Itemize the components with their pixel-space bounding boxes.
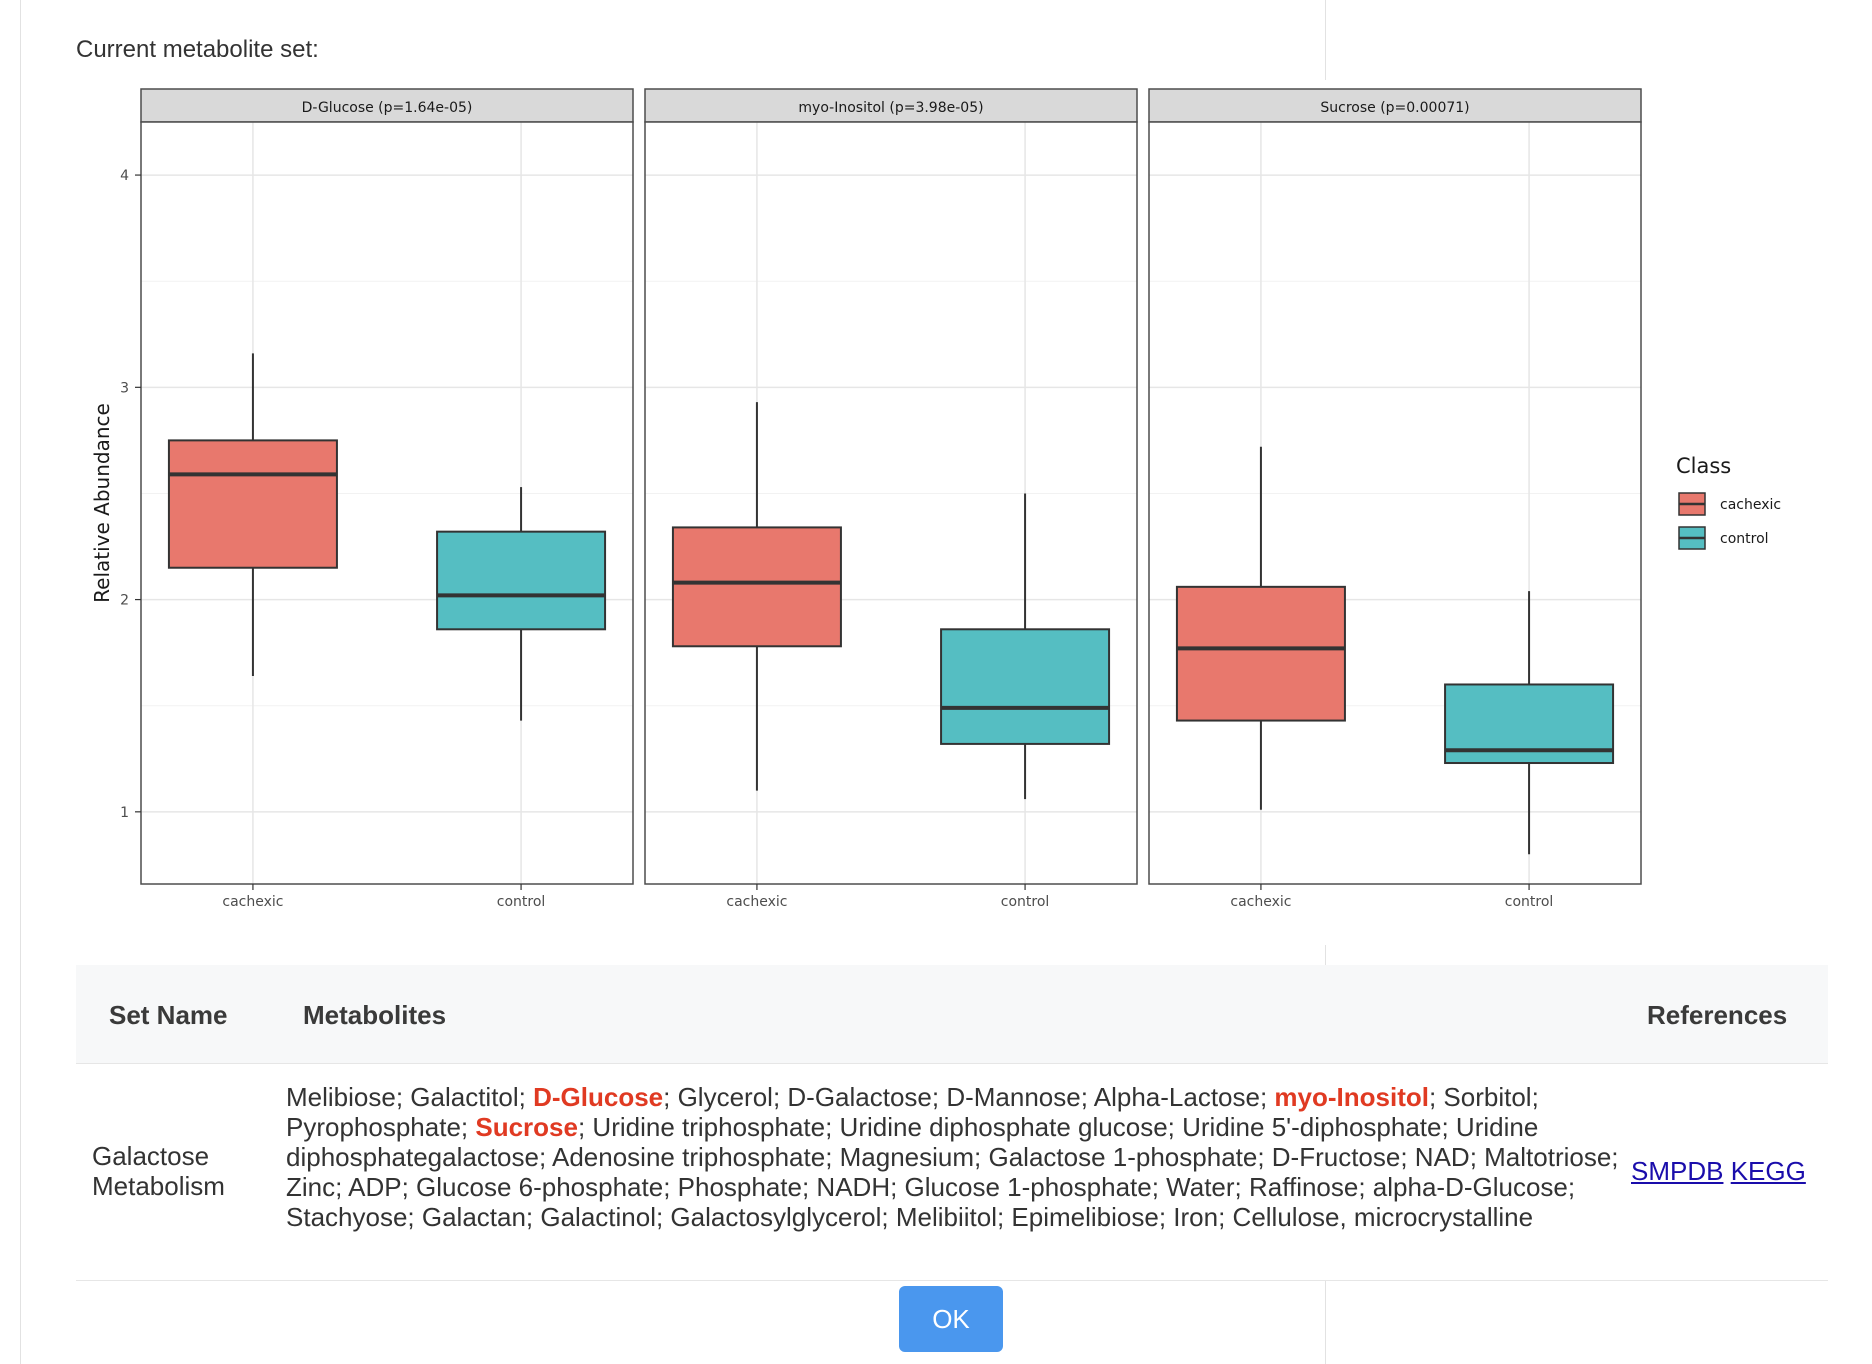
x-tick-label: control: [1001, 894, 1050, 910]
background-divider: [1325, 1280, 1326, 1364]
metabolite-text: Melibiose; Galactitol;: [286, 1082, 534, 1112]
header-metabolites: Metabolites: [303, 1000, 447, 1030]
panel-strip: [140, 88, 634, 123]
y-tick-label: 1: [120, 805, 129, 821]
panel-border: [140, 121, 634, 885]
background-divider: [1325, 945, 1326, 965]
x-tick-label: cachexic: [726, 894, 787, 910]
highlighted-metabolite: myo-Inositol: [1274, 1082, 1429, 1112]
panel-background: [1149, 122, 1641, 884]
metabolite-set-caption: Current metabolite set:: [76, 36, 319, 63]
x-tick-label: control: [497, 894, 546, 910]
box-cachexic: [1175, 585, 1346, 722]
y-tick-label: 4: [120, 168, 129, 184]
metabolite-text: ; Uridine triphosphate; Uridine diphosph…: [286, 1112, 1619, 1232]
boxplot-chart: D-Glucose (p=1.64e-05) cachexic control myo…: [90, 88, 1781, 910]
table-header: Set Name Metabolites References: [76, 965, 1828, 1064]
highlighted-metabolite: Sucrose: [475, 1112, 578, 1142]
y-tick-label: 3: [120, 380, 129, 396]
panel-border: [644, 121, 1138, 885]
metabolites-cell: Melibiose; Galactitol; D-Glucose; Glycer…: [286, 1082, 1666, 1232]
header-references: References: [1647, 1000, 1788, 1030]
panel-strip: [1148, 88, 1642, 123]
legend-label: cachexic: [1720, 497, 1781, 513]
box-control: [940, 628, 1111, 745]
smpdb-link[interactable]: SMPDB: [1631, 1156, 1724, 1186]
legend-title: Class: [1676, 454, 1731, 478]
background-divider: [1325, 0, 1326, 80]
x-tick-label: control: [1505, 894, 1554, 910]
panel-strip: [644, 88, 1138, 123]
box-cachexic: [167, 439, 338, 569]
metabolite-text: ; Glycerol; D-Galactose; D-Mannose; Alph…: [663, 1082, 1275, 1112]
header-set-name: Set Name: [109, 1000, 228, 1030]
panel-title: D-Glucose (p=1.64e-05): [302, 100, 473, 116]
table-row: Galactose Metabolism Melibiose; Galactit…: [76, 1064, 1828, 1281]
ok-button[interactable]: OK: [899, 1286, 1003, 1352]
panel-title: Sucrose (p=0.00071): [1320, 100, 1469, 116]
dialog-left-border: [20, 0, 21, 1364]
legend-label: control: [1720, 531, 1769, 547]
x-tick-label: cachexic: [1230, 894, 1291, 910]
x-tick-label: cachexic: [222, 894, 283, 910]
set-name-cell: Galactose Metabolism: [92, 1141, 225, 1201]
box-control: [436, 530, 607, 631]
box-cachexic: [671, 526, 842, 648]
y-axis-label: Relative Abundance: [90, 403, 114, 603]
y-tick-label: 2: [120, 593, 129, 609]
panel-background: [645, 122, 1137, 884]
metabolite-text: ; Sorbitol; Pyrophosphate;: [286, 1082, 1539, 1142]
references-cell: SMPDB KEGG: [1631, 1156, 1806, 1187]
kegg-link[interactable]: KEGG: [1730, 1156, 1806, 1186]
panel-border: [1148, 121, 1642, 885]
highlighted-metabolite: D-Glucose: [533, 1082, 664, 1112]
panel-title: myo-Inositol (p=3.98e-05): [798, 100, 983, 116]
